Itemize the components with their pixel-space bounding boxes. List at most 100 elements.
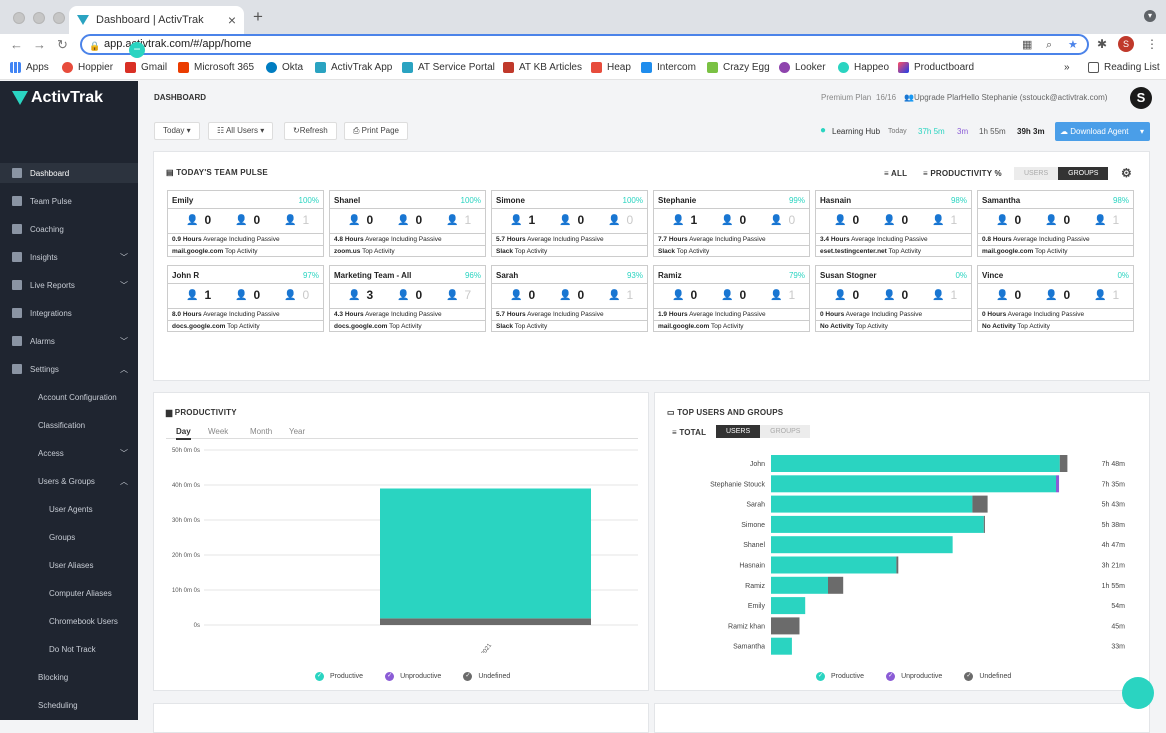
close-window-button[interactable] [13, 12, 25, 24]
back-icon[interactable]: ← [10, 37, 23, 52]
refresh-button[interactable]: ↻Refresh [284, 122, 337, 140]
bookmark-hoppier[interactable]: Hoppier [62, 62, 113, 73]
bookmark-happeo[interactable]: Happeo [838, 62, 889, 73]
activtrak-logo[interactable]: ActivTrak [12, 89, 103, 107]
pulse-card[interactable]: Hasnain 98% 👤 0 👤 0 👤 1 3.4 Hours Average Includ… [815, 190, 972, 257]
bookmark-crazy-egg[interactable]: Crazy Egg [707, 62, 770, 73]
bar-undefined [771, 617, 800, 635]
filter-all-button[interactable]: ≡ ALL [884, 169, 908, 178]
sidebar-item-dashboard[interactable]: Dashboard [0, 163, 138, 183]
team-pulse-card: ▤ TODAY'S TEAM PULSE ≡ ALL ≡ PRODUCTIVIT… [153, 151, 1150, 381]
bookmark-activtrak-app[interactable]: ActivTrak App [315, 62, 392, 73]
collapse-sidebar-button[interactable]: − [129, 42, 145, 58]
user-icon: 👤 [1094, 289, 1107, 301]
pulse-card-name: Sarah [496, 271, 519, 280]
bookmark-apps[interactable]: Apps [10, 62, 49, 73]
pulse-card[interactable]: Samantha 98% 👤 0 👤 0 👤 1 0.8 Hours Average Inclu… [977, 190, 1134, 257]
bookmark-intercom[interactable]: Intercom [641, 62, 696, 73]
pulse-card[interactable]: Ramiz 79% 👤 0 👤 0 👤 1 1.9 Hours Average Includin… [653, 265, 810, 332]
sort-icon: ≡ [672, 428, 677, 437]
profile-avatar[interactable]: S [1118, 36, 1134, 52]
bookmarks-more-icon[interactable]: » [1064, 62, 1070, 73]
main-content: DASHBOARD Premium Plan 16/16 👥 Upgrade P… [138, 81, 1166, 733]
pulse-card[interactable]: Stephanie 99% 👤 1 👤 0 👤 0 7.7 Hours Average Incl… [653, 190, 810, 257]
sidebar-item-team-pulse[interactable]: Team Pulse [0, 191, 138, 211]
sidebar-item-blocking[interactable]: Blocking [0, 667, 138, 687]
sidebar-item-user-agents[interactable]: User Agents [0, 499, 138, 519]
pulse-card[interactable]: John R 97% 👤 1 👤 0 👤 0 8.0 Hours Average Includi… [167, 265, 324, 332]
sidebar-item-classification[interactable]: Classification [0, 415, 138, 435]
sidebar-item-user-aliases[interactable]: User Aliases [0, 555, 138, 575]
dashboard-icon [12, 168, 22, 178]
pulse-card[interactable]: Simone 100% 👤 1 👤 0 👤 0 5.7 Hours Average Includ… [491, 190, 648, 257]
zoom-icon[interactable]: ⌕ [1046, 39, 1053, 51]
tab-search-icon[interactable]: ▾ [1144, 10, 1156, 22]
close-tab-icon[interactable]: × [227, 12, 236, 28]
pulse-card[interactable]: Shanel 100% 👤 0 👤 0 👤 1 4.8 Hours Average Includ… [329, 190, 486, 257]
tab-week[interactable]: Week [208, 427, 229, 436]
sidebar-item-alarms[interactable]: Alarms ﹀ [0, 331, 138, 351]
bookmark-microsoft[interactable]: Microsoft 365 [178, 62, 254, 73]
forward-icon[interactable]: → [33, 37, 46, 52]
sidebar-item-integrations[interactable]: Integrations [0, 303, 138, 323]
sidebar-item-account-configuration[interactable]: Account Configuration [0, 387, 138, 407]
reading-list[interactable]: Reading List [1088, 62, 1160, 73]
date-filter-dropdown[interactable]: Today ▾ [154, 122, 200, 140]
sort-productivity-button[interactable]: ≡ PRODUCTIVITY % [923, 169, 1002, 178]
tab-year[interactable]: Year [289, 427, 306, 436]
learning-hub-link[interactable]: Learning Hub [832, 127, 881, 136]
new-tab-icon[interactable]: + [253, 7, 263, 26]
pulse-card[interactable]: Marketing Team - All 96% 👤 3 👤 0 👤 7 4.3 Hours A… [329, 265, 486, 332]
pulse-card[interactable]: Susan Stogner 0% 👤 0 👤 0 👤 1 0 Hours Average Inc… [815, 265, 972, 332]
pulse-card[interactable]: Emily 100% 👤 0 👤 0 👤 1 0.9 Hours Average Includi… [167, 190, 324, 257]
bookmark-service-portal[interactable]: AT Service Portal [402, 62, 495, 73]
sidebar-item-insights[interactable]: Insights ﹀ [0, 247, 138, 267]
total-sort-button[interactable]: ≡ TOTAL [672, 428, 707, 437]
sidebar-item-computer-aliases[interactable]: Computer Aliases [0, 583, 138, 603]
sidebar-item-settings[interactable]: Settings ︿ [0, 359, 138, 379]
download-agent-button[interactable]: ☁ Download Agent ▾ [1055, 122, 1150, 141]
bookmark-okta[interactable]: Okta [266, 62, 303, 73]
chat-support-button[interactable] [1122, 677, 1154, 709]
browser-tab[interactable]: Dashboard | ActivTrak × [69, 6, 244, 34]
sidebar-item-groups[interactable]: Groups [0, 527, 138, 547]
pulse-groups-toggle[interactable]: GROUPS [1058, 167, 1109, 180]
tab-day[interactable]: Day [176, 427, 191, 440]
qr-icon[interactable]: ▦ [1022, 39, 1033, 51]
print-button[interactable]: ⎙ Print Page [344, 122, 408, 140]
sidebar-item-chromebook-users[interactable]: Chromebook Users [0, 611, 138, 631]
reload-icon[interactable]: ↻ [57, 37, 68, 52]
bookmark-kb-articles[interactable]: AT KB Articles [503, 62, 582, 73]
maximize-window-button[interactable] [53, 12, 65, 24]
bookmark-star-icon[interactable]: ★ [1068, 39, 1078, 51]
active-count: 👤 0 [834, 288, 860, 302]
browser-menu-icon[interactable]: ⋮ [1146, 37, 1158, 51]
top-users-groups-toggle[interactable]: GROUPS [760, 425, 811, 438]
users-filter-dropdown[interactable]: ☷ All Users ▾ [208, 122, 274, 140]
divider [168, 233, 323, 234]
sidebar-item-users-groups[interactable]: Users & Groups ︿ [0, 471, 138, 491]
upgrade-plan-link[interactable]: Upgrade Plan [914, 93, 963, 102]
pulse-users-toggle[interactable]: USERS [1014, 167, 1059, 180]
pulse-settings-gear-icon[interactable]: ⚙ [1121, 166, 1132, 180]
bookmark-heap[interactable]: Heap [591, 62, 631, 73]
pulse-card[interactable]: Sarah 93% 👤 0 👤 0 👤 1 5.7 Hours Average Includin… [491, 265, 648, 332]
window-controls[interactable] [13, 12, 65, 24]
divider [330, 283, 485, 284]
sidebar-item-access[interactable]: Access ﹀ [0, 443, 138, 463]
tab-month[interactable]: Month [250, 427, 273, 436]
sidebar-item-live-reports[interactable]: Live Reports ﹀ [0, 275, 138, 295]
pulse-card[interactable]: Vince 0% 👤 0 👤 0 👤 1 0 Hours Average Including P… [977, 265, 1134, 332]
user-avatar[interactable]: S [1130, 87, 1152, 109]
bookmark-gmail[interactable]: Gmail [125, 62, 167, 73]
minimize-window-button[interactable] [33, 12, 45, 24]
sidebar-item-coaching[interactable]: Coaching [0, 219, 138, 239]
sidebar-item-do-not-track[interactable]: Do Not Track [0, 639, 138, 659]
bookmark-productboard[interactable]: Productboard [898, 62, 974, 73]
extensions-icon[interactable]: ✱ [1097, 37, 1108, 51]
bookmark-looker[interactable]: Looker [779, 62, 826, 73]
sidebar-item-scheduling[interactable]: Scheduling [0, 695, 138, 715]
bar-productive [771, 515, 984, 533]
url-input[interactable]: 🔒 app.activtrak.com/#/app/home ▦ ⌕ ★ [80, 34, 1089, 55]
top-users-users-toggle[interactable]: USERS [716, 425, 761, 438]
